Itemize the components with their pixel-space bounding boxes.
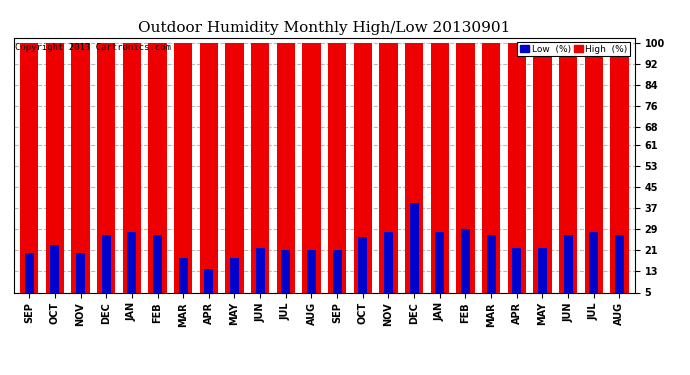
Bar [333,251,342,306]
Bar [435,232,444,306]
Bar [533,43,552,306]
Bar [508,43,526,306]
Bar [538,248,547,306]
Bar [615,235,624,306]
Legend: Low  (%), High  (%): Low (%), High (%) [518,42,630,56]
Bar [204,269,213,306]
Bar [20,43,39,306]
Bar [512,248,521,306]
Bar [482,43,500,306]
Bar [431,43,449,306]
Bar [456,43,475,306]
Bar [101,235,110,306]
Bar [564,235,573,306]
Bar [380,43,397,306]
Bar [76,253,85,306]
Bar [410,203,419,306]
Bar [97,43,115,306]
Bar [584,43,603,306]
Bar [46,43,64,306]
Bar [282,251,290,306]
Bar [199,43,218,306]
Bar [251,43,269,306]
Bar [153,235,162,306]
Bar [128,232,137,306]
Bar [353,43,372,306]
Bar [384,232,393,306]
Bar [405,43,424,306]
Bar [302,43,321,306]
Bar [486,235,495,306]
Bar [307,251,316,306]
Text: Copyright 2013 Cartronics.com: Copyright 2013 Cartronics.com [15,43,171,52]
Bar [589,232,598,306]
Bar [71,43,90,306]
Bar [25,253,34,306]
Bar [123,43,141,306]
Bar [225,43,244,306]
Bar [148,43,167,306]
Bar [559,43,578,306]
Bar [174,43,193,306]
Bar [50,245,59,306]
Bar [256,248,265,306]
Bar [358,237,367,306]
Bar [328,43,346,306]
Title: Outdoor Humidity Monthly High/Low 20130901: Outdoor Humidity Monthly High/Low 201309… [138,21,511,35]
Bar [277,43,295,306]
Bar [610,43,629,306]
Bar [230,258,239,306]
Bar [461,230,470,306]
Bar [179,258,188,306]
